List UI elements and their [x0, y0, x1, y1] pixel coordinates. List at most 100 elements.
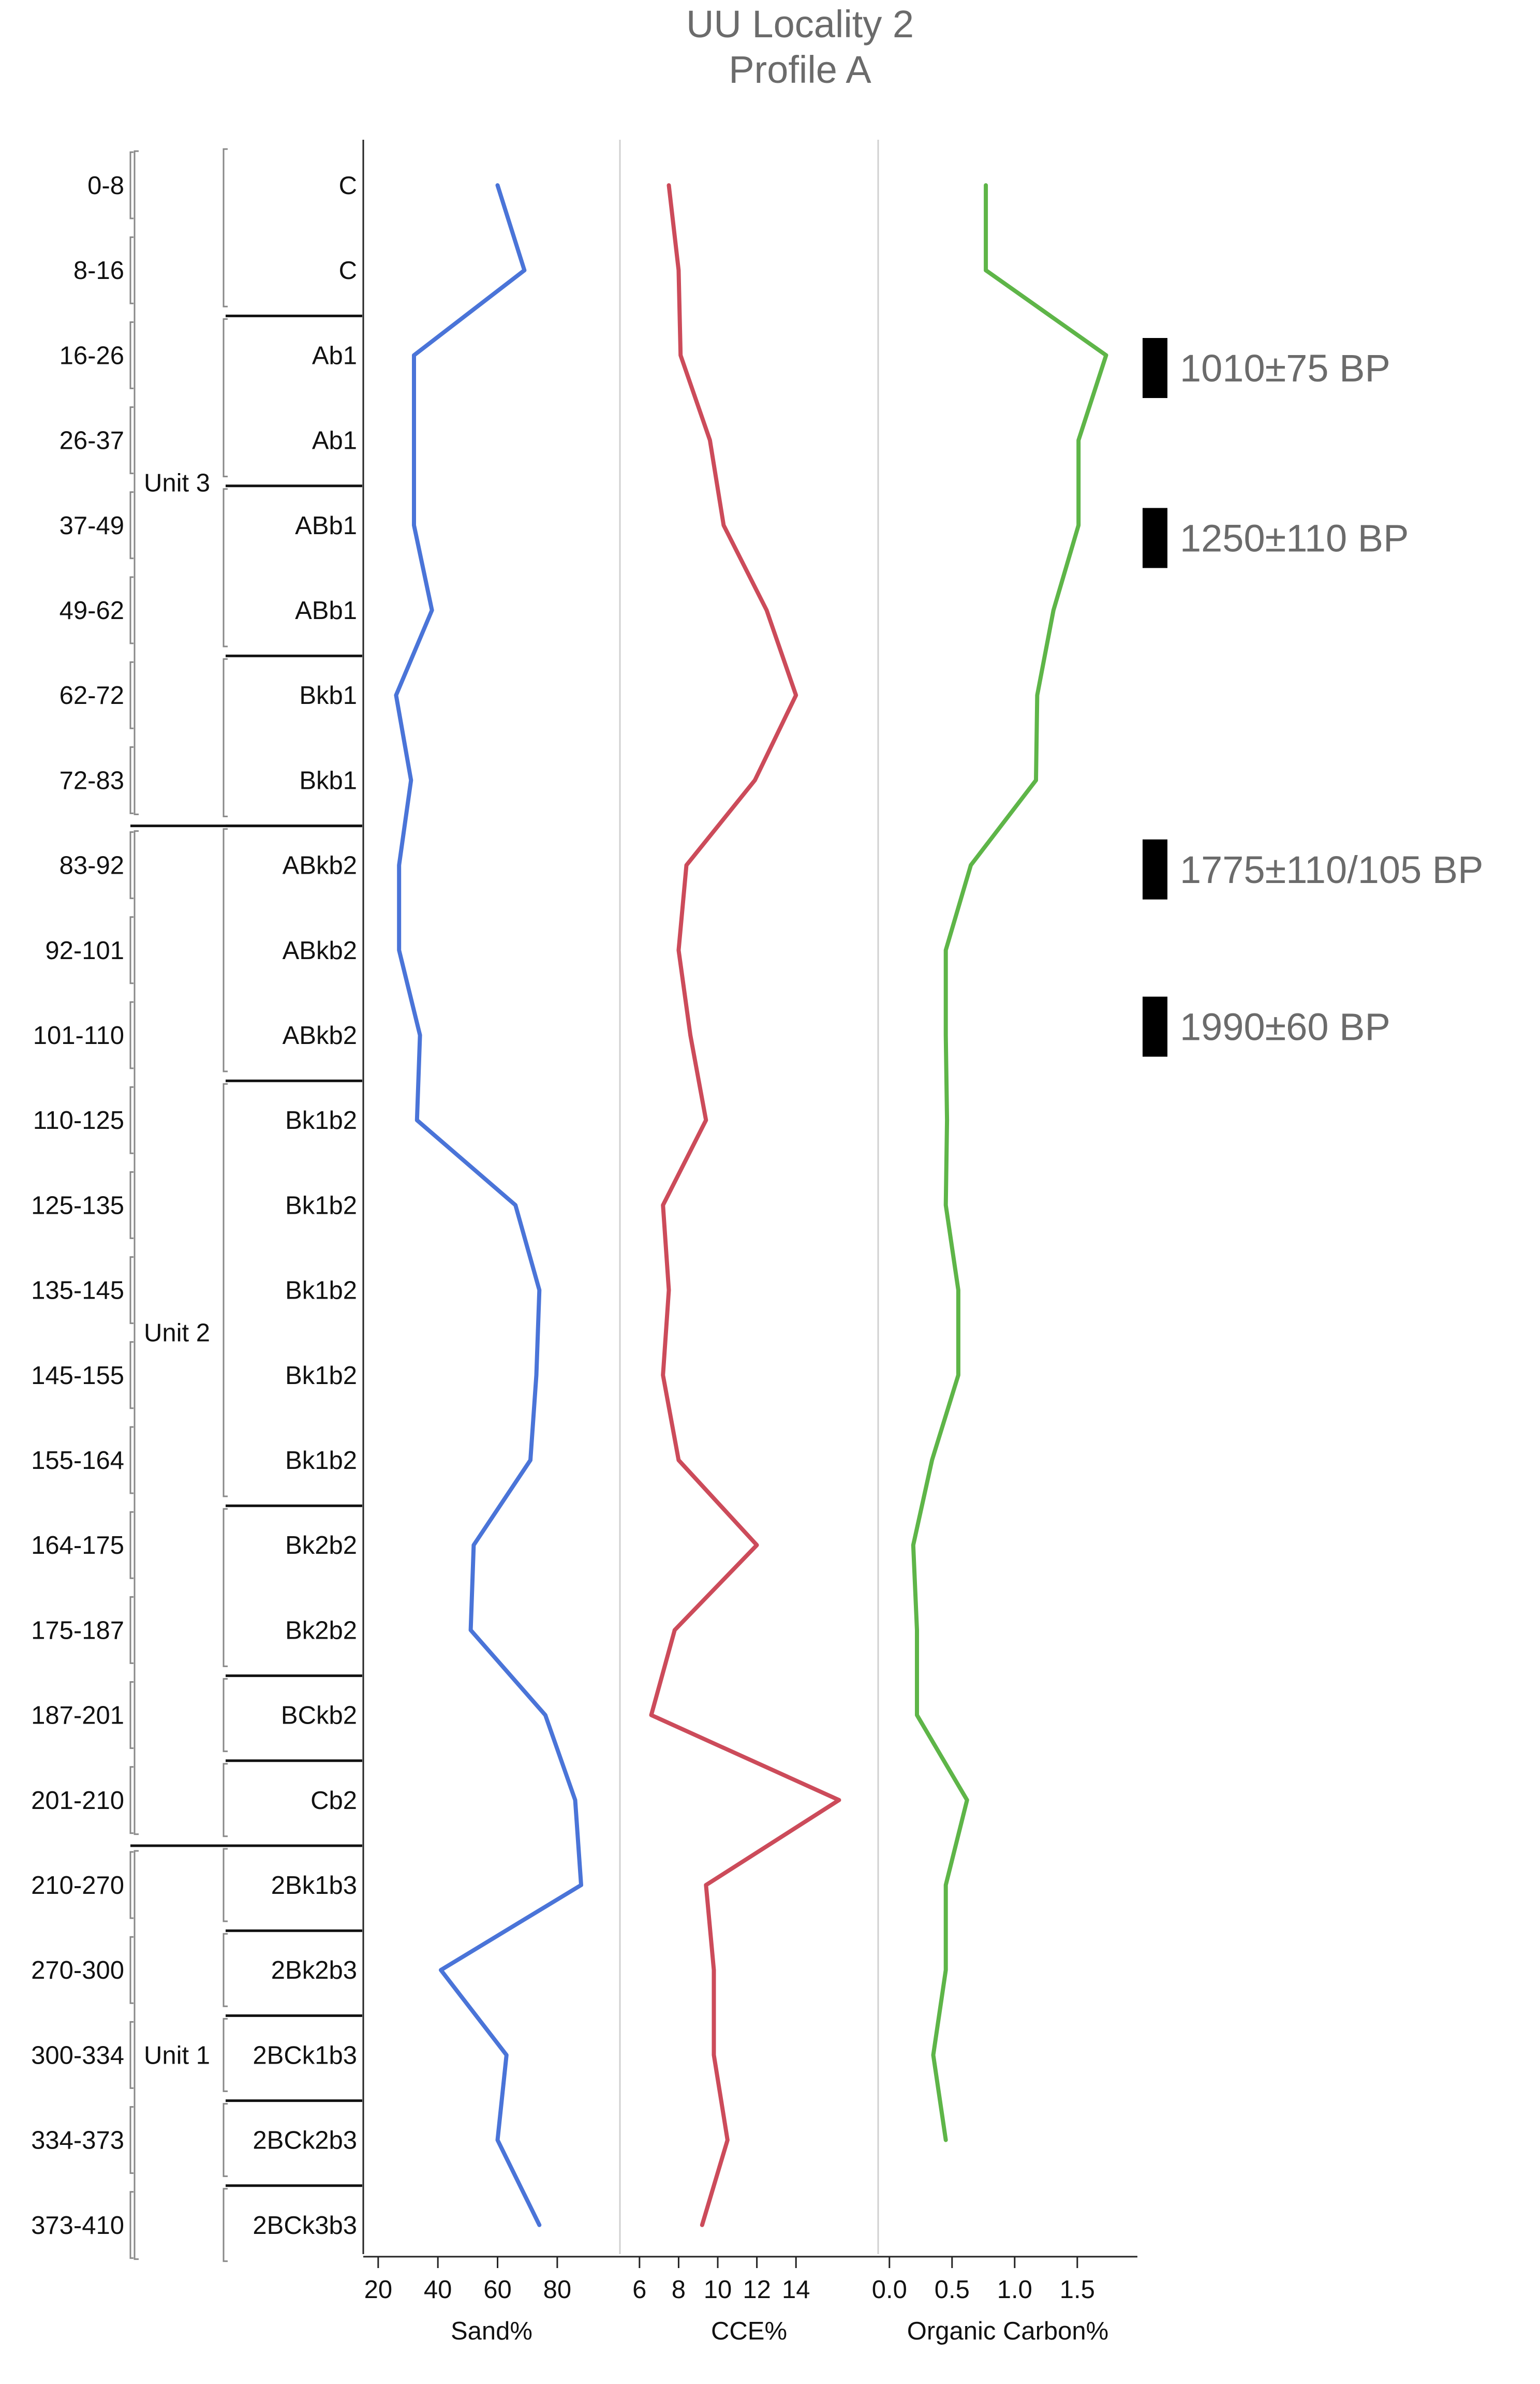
depth-bracket [129, 321, 134, 389]
date-label: 1775±110/105 BP [1180, 848, 1484, 891]
tick-label: 14 [782, 2276, 810, 2304]
depth-label: 373-410 [31, 2212, 124, 2240]
series-line [911, 183, 1108, 2142]
tick-label: 6 [632, 2276, 646, 2304]
horizon-label: ABkb2 [283, 1022, 357, 1050]
horizon-label: BCkb2 [281, 1702, 357, 1730]
tick-label: 0.0 [872, 2276, 907, 2304]
depth-label: 300-334 [31, 2041, 124, 2069]
horizon-bracket [223, 1083, 228, 1497]
horizon-label: 2Bk1b3 [271, 1872, 357, 1900]
depth-bracket [129, 491, 134, 560]
horizon-label: Ab1 [312, 342, 357, 370]
depth-label: 8-16 [73, 257, 124, 285]
depth-label: 164-175 [31, 1532, 124, 1559]
unit-bracket [134, 1850, 139, 2260]
depth-bracket [129, 1511, 134, 1579]
depth-bracket [129, 1256, 134, 1325]
depth-label: 72-83 [60, 767, 124, 794]
horizon-label: Cb2 [310, 1787, 357, 1815]
horizon-label: Bk1b2 [285, 1277, 357, 1305]
date-marker [1143, 338, 1167, 399]
panel-separators [362, 140, 879, 2254]
depth-label: 83-92 [60, 852, 124, 880]
horizon-bracket [223, 2188, 228, 2262]
date-marker [1143, 839, 1167, 900]
horizon-label: 2BCk2b3 [253, 2127, 357, 2155]
depth-label: 334-373 [31, 2127, 124, 2155]
depth-label: 155-164 [31, 1447, 124, 1475]
tick-label: 0.5 [935, 2276, 970, 2304]
depth-bracket [129, 1851, 134, 1919]
depth-label: 49-62 [60, 597, 124, 625]
horizon-label: Bkb1 [299, 682, 357, 710]
series-line [394, 183, 583, 2227]
depth-label: 92-101 [45, 937, 124, 965]
depth-label: 270-300 [31, 1956, 124, 1984]
horizon-bracket [223, 658, 228, 817]
depth-label: 175-187 [31, 1616, 124, 1644]
tick-label: 10 [704, 2276, 732, 2304]
radiocarbon-dates: 1010±75 BP 1250±110 BP 1775±110/105 BP 1990… [1143, 338, 1484, 1057]
horizon-label: 2BCk1b3 [253, 2041, 357, 2069]
data-series [394, 183, 1108, 2227]
tick-label: 8 [672, 2276, 686, 2304]
tick-label: 12 [743, 2276, 771, 2304]
depth-bracket [129, 916, 134, 984]
date-label: 1010±75 BP [1180, 347, 1390, 390]
horizon-label: Bk1b2 [285, 1447, 357, 1475]
depth-label: 110-125 [33, 1107, 124, 1135]
depth-label: 101-110 [33, 1022, 124, 1050]
horizon-label: C [339, 172, 357, 200]
depth-bracket [129, 2021, 134, 2089]
x-axis: 20 40 60 80 Sand% 6 8 10 12 14 CCE% 0.0 0.5 1.0 1.5 Org… [363, 2256, 1137, 2345]
horizon-label: 2Bk2b3 [271, 1956, 357, 1984]
horizon-label: ABkb2 [283, 852, 357, 880]
unit-label: Unit 1 [144, 2041, 210, 2069]
depth-label: 201-210 [31, 1787, 124, 1815]
depth-bracket [129, 831, 134, 900]
unit-label: Unit 2 [144, 1319, 210, 1347]
horizon-label: ABb1 [295, 512, 357, 540]
depth-bracket [129, 1681, 134, 1749]
horizon-label: Bkb1 [299, 767, 357, 794]
depth-bracket [129, 1766, 134, 1834]
horizon-label: Bk2b2 [285, 1616, 357, 1644]
horizon-bracket [223, 828, 228, 1072]
horizon-bracket [223, 1678, 228, 1753]
tick-label: 1.0 [997, 2276, 1032, 2304]
date-marker [1143, 996, 1167, 1057]
depth-bracket [129, 151, 134, 219]
axis-title: CCE% [711, 2317, 787, 2345]
horizon-bracket [223, 148, 228, 307]
depth-bracket [129, 406, 134, 475]
horizon-bracket [223, 1508, 228, 1667]
depth-horizon-table: 0-8 8-16 16-26 26-37 37-49 49-62 62-72 72-83 83-… [31, 148, 362, 2262]
depth-bracket [129, 1341, 134, 1409]
tick-label: 20 [364, 2276, 393, 2304]
depth-label: 37-49 [60, 512, 124, 540]
tick-label: 40 [424, 2276, 452, 2304]
date-marker [1143, 508, 1167, 568]
depth-label: 145-155 [31, 1362, 124, 1390]
depth-bracket [129, 1936, 134, 2004]
depth-label: 187-201 [31, 1702, 124, 1730]
depth-bracket [129, 1171, 134, 1239]
depth-label: 0-8 [87, 172, 124, 200]
date-label: 1990±60 BP [1180, 1006, 1390, 1049]
chart-subtitle: Profile A [729, 48, 871, 91]
depth-bracket [129, 1596, 134, 1664]
horizon-bracket [223, 1933, 228, 2007]
horizon-bracket [223, 1763, 228, 1837]
tick-label: 1.5 [1060, 2276, 1095, 2304]
horizon-label: Bk1b2 [285, 1191, 357, 1219]
horizon-bracket [223, 2103, 228, 2177]
horizon-bracket [223, 318, 228, 478]
depth-bracket [129, 1086, 134, 1154]
horizon-bracket [223, 488, 228, 647]
axis-title: Organic Carbon% [907, 2317, 1108, 2345]
axis-title: Sand% [451, 2317, 532, 2345]
series-line [649, 183, 841, 2227]
unit-bracket [134, 150, 139, 815]
depth-label: 62-72 [60, 682, 124, 710]
